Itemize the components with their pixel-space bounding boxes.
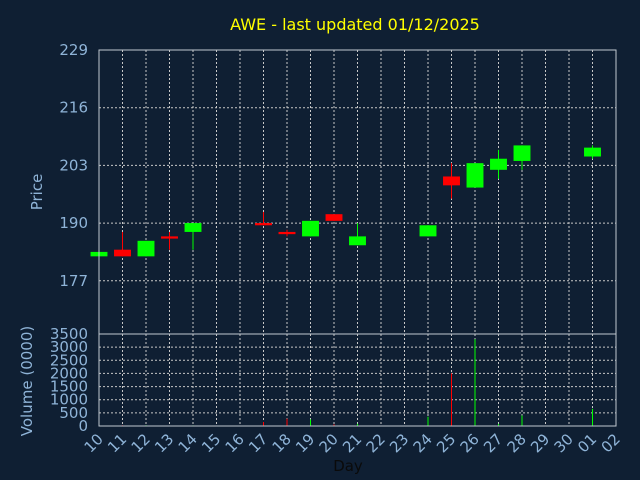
candle-body xyxy=(137,240,155,257)
candle-body xyxy=(114,249,131,257)
price-panel: 229 216 203 190 177 Price xyxy=(28,41,617,335)
price-axis-label: Price xyxy=(28,174,46,211)
volume-grid xyxy=(99,334,616,426)
candle-body xyxy=(443,176,460,186)
x-axis-label: Day xyxy=(333,457,363,475)
price-tick-label: 190 xyxy=(59,214,88,232)
candle xyxy=(137,240,155,257)
x-tick-label: 02 xyxy=(598,430,624,456)
volume-plot-frame xyxy=(98,333,617,427)
price-grid xyxy=(99,50,616,334)
candle xyxy=(349,223,366,246)
x-tick-label: 12 xyxy=(128,430,154,456)
candle xyxy=(466,163,484,188)
x-tick-label: 25 xyxy=(433,430,459,456)
price-tick-label: 203 xyxy=(59,156,88,174)
x-axis-ticks: 1011121314151617181920212223242526272829… xyxy=(81,430,624,456)
volume-tick-label: 500 xyxy=(59,404,88,422)
volume-tick-label: 2000 xyxy=(50,364,88,382)
x-tick-label: 15 xyxy=(198,430,224,456)
candle xyxy=(161,231,178,250)
x-tick-label: 17 xyxy=(245,430,271,456)
candle-body xyxy=(325,214,343,221)
x-tick-label: 16 xyxy=(222,430,248,456)
price-tick-label: 216 xyxy=(59,99,88,117)
price-tick-label: 177 xyxy=(59,272,88,290)
x-tick-label: 30 xyxy=(551,430,577,456)
x-tick-label: 11 xyxy=(104,430,130,456)
x-tick-label: 27 xyxy=(480,430,506,456)
candle-body xyxy=(584,147,601,157)
volume-tick-label: 3000 xyxy=(50,338,88,356)
price-tick-label: 229 xyxy=(59,41,88,59)
x-tick-label: 24 xyxy=(410,430,436,456)
x-tick-label: 26 xyxy=(457,430,483,456)
x-tick-label: 01 xyxy=(574,430,600,456)
price-y-ticks: 229 216 203 190 177 xyxy=(59,41,88,290)
volume-bars xyxy=(98,339,593,426)
x-tick-label: 21 xyxy=(339,430,365,456)
candle-body xyxy=(278,231,296,235)
x-tick-label: 23 xyxy=(386,430,412,456)
chart-title: AWE - last updated 01/12/2025 xyxy=(230,15,480,34)
candle-body xyxy=(490,158,507,170)
candle xyxy=(584,145,601,159)
candle-body xyxy=(466,163,484,188)
volume-tick-label: 1500 xyxy=(50,378,88,396)
x-tick-label: 18 xyxy=(269,430,295,456)
candle xyxy=(325,214,343,221)
candle-body xyxy=(255,223,272,226)
candle xyxy=(513,145,531,170)
x-tick-label: 13 xyxy=(151,430,177,456)
candle-body xyxy=(302,220,319,237)
volume-tick-label: 3500 xyxy=(50,325,88,343)
candle-body xyxy=(349,236,366,246)
volume-tick-label: 0 xyxy=(78,417,88,435)
candlesticks xyxy=(90,145,601,257)
candle xyxy=(184,223,202,250)
x-tick-label: 19 xyxy=(292,430,318,456)
x-tick-label: 29 xyxy=(527,430,553,456)
x-tick-label: 28 xyxy=(504,430,530,456)
candle xyxy=(278,229,296,237)
x-tick-label: 14 xyxy=(175,430,201,456)
candle-body xyxy=(419,225,437,237)
x-tick-label: 20 xyxy=(316,430,342,456)
x-tick-label: 22 xyxy=(363,430,389,456)
candle-body xyxy=(161,236,178,239)
candle xyxy=(443,163,460,199)
candle xyxy=(490,149,507,179)
volume-axis-label: Volume (0000) xyxy=(18,326,36,436)
candle xyxy=(419,225,437,237)
candle xyxy=(114,231,131,257)
candle xyxy=(302,220,319,237)
volume-tick-label: 1000 xyxy=(50,391,88,409)
volume-tick-label: 2500 xyxy=(50,351,88,369)
candle-body xyxy=(184,223,202,232)
candle-body xyxy=(513,145,531,161)
candle xyxy=(255,211,272,226)
